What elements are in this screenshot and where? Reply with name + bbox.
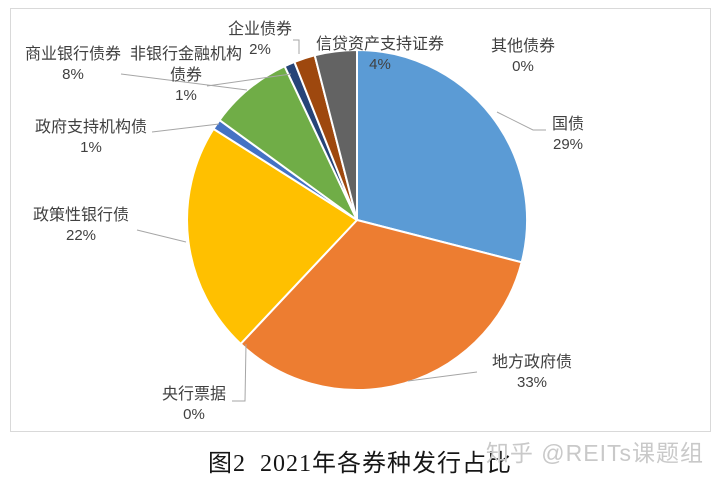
pie-label-name: 企业债券 — [227, 21, 293, 38]
pie-label-name: 其他债券 — [490, 38, 556, 55]
pie-label-percent: 2% — [249, 41, 271, 58]
pie-label-nonbank-financial-institution-bonds: 非银行金融机构债券 1% — [123, 44, 249, 106]
pie-label-name: 政府支持机构债 — [34, 119, 148, 136]
pie-label-percent: 0% — [512, 58, 534, 75]
pie-label-government-supported-agency-bonds: 政府支持机构债 1% — [35, 117, 147, 158]
pie-label-name: 地方政府债 — [491, 354, 573, 371]
pie-label-other-bonds: 其他债券 0% — [491, 36, 555, 77]
pie-label-treasury-bonds: 国债 29% — [552, 114, 584, 155]
pie-label-percent: 8% — [62, 66, 84, 83]
pie-label-percent: 1% — [80, 139, 102, 156]
leader-line-7 — [293, 39, 300, 54]
leader-line-2 — [232, 343, 247, 402]
pie-label-name: 信贷资产支持证券 — [315, 36, 445, 53]
pie-slice-0 — [356, 49, 529, 264]
pie-label-percent: 29% — [552, 136, 584, 153]
leader-line-1 — [407, 371, 478, 382]
figure-caption: 图2 2021年各券种发行占比 — [208, 451, 512, 477]
pie-label-credit-asset-backed-securities: 信贷资产支持证券 4% — [316, 34, 444, 75]
leader-line-6 — [206, 73, 292, 87]
pie-label-name: 商业银行债券 — [24, 46, 122, 63]
pie-label-percent: 4% — [369, 56, 391, 73]
pie-label-corporate-bonds: 企业债券 2% — [228, 19, 292, 60]
watermark: 知乎 @REITs课题组 — [485, 440, 704, 466]
pie-label-name: 央行票据 — [161, 386, 227, 403]
leader-line-0 — [496, 111, 546, 131]
pie-slice-8 — [313, 48, 358, 221]
pie-label-percent: 33% — [516, 374, 548, 391]
pie-label-commercial-bank-bonds: 商业银行债券 8% — [25, 44, 121, 85]
pie-label-name: 国债 — [551, 116, 585, 133]
pie-label-policy-bank-bonds: 政策性银行债 22% — [33, 205, 129, 246]
leader-line-5 — [120, 73, 248, 91]
pie-slice-3 — [186, 127, 358, 345]
leader-line-3 — [136, 229, 187, 243]
pie-label-name: 非银行金融机构债券 — [129, 46, 242, 84]
pie-label-percent: 0% — [183, 406, 205, 423]
pie-label-percent: 22% — [65, 227, 97, 244]
pie-label-percent: 1% — [175, 87, 197, 104]
leader-line-4 — [151, 123, 220, 133]
pie-label-local-government-bonds: 地方政府债 33% — [492, 352, 572, 393]
pie-label-name: 政策性银行债 — [32, 207, 130, 224]
pie-slice-1 — [239, 219, 523, 392]
pie-label-central-bank-bills: 央行票据 0% — [162, 384, 226, 425]
